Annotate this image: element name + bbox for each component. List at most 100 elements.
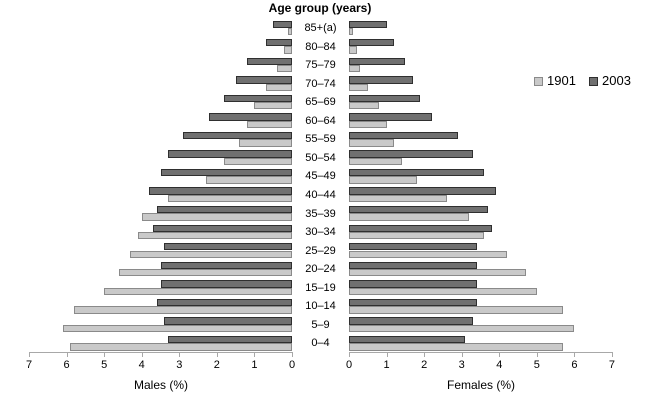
female-axis-tick-mark (386, 352, 388, 357)
bar-male-2003 (273, 20, 292, 28)
bar-male-2003 (156, 298, 292, 307)
male-axis-tick-label: 0 (288, 359, 296, 371)
bar-female-1901 (349, 27, 353, 36)
female-axis-tick-mark (536, 352, 538, 357)
male-axis-tick-label: 6 (63, 359, 70, 371)
male-axis-tick-mark (141, 352, 143, 357)
bar-male-1901 (70, 343, 292, 351)
bar-female-2003 (349, 20, 387, 28)
bar-male-1901 (137, 231, 292, 240)
age-group-label: 80–84 (305, 40, 336, 53)
male-axis-tick-mark (292, 352, 293, 357)
age-group-label: 75–79 (305, 59, 336, 72)
bar-male-1901 (246, 120, 292, 129)
male-axis-tick-label: 5 (101, 359, 108, 371)
bar-female-2003 (349, 317, 473, 325)
bar-female-2003 (349, 187, 496, 195)
bar-female-2003 (349, 94, 421, 103)
bar-male-1901 (288, 27, 292, 36)
bar-male-1901 (254, 102, 292, 110)
bar-female-1901 (349, 139, 395, 147)
male-axis-tick-label: 2 (213, 359, 220, 371)
male-axis-tick-label: 7 (25, 359, 33, 371)
bar-male-2003 (156, 206, 292, 214)
bar-male-2003 (152, 224, 292, 232)
age-group-label: 15–19 (305, 281, 336, 294)
female-axis-tick-mark (349, 352, 350, 357)
age-group-label: 0–4 (311, 337, 330, 350)
bar-male-2003 (160, 168, 292, 177)
male-axis-tick-mark (104, 352, 106, 357)
bar-female-1901 (349, 83, 368, 91)
male-axis-tick-mark (66, 352, 68, 357)
female-axis-tick-label: 1 (383, 359, 390, 371)
bar-female-2003 (349, 113, 432, 121)
legend-item-2003: 2003 (589, 74, 631, 88)
bar-female-1901 (349, 120, 387, 129)
bar-male-2003 (149, 187, 292, 195)
bar-female-1901 (349, 231, 485, 240)
legend-swatch-2003 (589, 77, 598, 86)
bar-male-1901 (239, 139, 292, 147)
bar-male-2003 (160, 261, 292, 270)
male-axis-tick-mark (179, 352, 181, 357)
female-axis-tick-label: 2 (421, 359, 428, 371)
bar-male-2003 (164, 243, 292, 251)
legend-item-1901: 1901 (534, 74, 576, 88)
bar-female-1901 (349, 324, 575, 333)
bar-male-2003 (183, 131, 292, 140)
bar-female-2003 (349, 168, 485, 177)
bar-female-1901 (349, 213, 470, 221)
female-axis-tick-label: 0 (345, 359, 353, 371)
bar-male-2003 (164, 317, 292, 325)
female-axis-tick-mark (461, 352, 463, 357)
bar-male-1901 (74, 306, 292, 314)
bar-male-1901 (62, 324, 292, 333)
bar-female-2003 (349, 298, 477, 307)
male-axis-tick-label: 3 (176, 359, 183, 371)
bar-male-2003 (160, 280, 292, 288)
bar-male-1901 (276, 65, 292, 73)
age-group-label: 45–49 (305, 170, 336, 183)
female-axis-tick-mark (574, 352, 576, 357)
bar-male-1901 (119, 269, 292, 277)
female-axis-tick-mark (424, 352, 426, 357)
bar-female-1901 (349, 176, 417, 184)
bar-male-2003 (235, 76, 292, 84)
chart-title: Age group (years) (268, 1, 372, 15)
bar-female-1901 (349, 343, 564, 351)
bar-male-1901 (141, 213, 292, 221)
bar-female-2003 (349, 76, 413, 84)
age-group-label: 50–54 (305, 151, 336, 164)
female-axis-title: Females (%) (446, 378, 515, 392)
bar-female-2003 (349, 261, 477, 270)
bar-female-2003 (349, 335, 466, 344)
bar-female-1901 (349, 157, 402, 166)
bar-female-2003 (349, 57, 406, 65)
age-group-label: 55–59 (305, 133, 336, 146)
male-axis-tick-label: 4 (138, 359, 145, 371)
bar-female-1901 (349, 269, 526, 277)
bar-female-1901 (349, 194, 447, 203)
bar-female-2003 (349, 280, 477, 288)
female-axis-tick-label: 3 (458, 359, 465, 371)
age-group-label: 35–39 (305, 207, 336, 220)
age-group-label: 25–29 (305, 244, 336, 257)
female-axis-tick-label: 6 (571, 359, 578, 371)
male-axis-line (29, 352, 293, 353)
bar-male-2003 (246, 57, 292, 65)
age-group-label: 60–64 (305, 114, 336, 127)
male-axis-tick-mark (254, 352, 256, 357)
age-group-label: 70–74 (305, 77, 336, 90)
bar-male-2003 (168, 335, 292, 344)
bar-male-1901 (104, 287, 292, 295)
bar-male-1901 (265, 83, 292, 91)
bar-male-1901 (224, 157, 292, 166)
bar-female-2003 (349, 150, 473, 158)
bar-female-2003 (349, 131, 458, 140)
age-group-label: 85+(a) (304, 22, 337, 34)
bar-male-1901 (130, 250, 292, 258)
bar-female-1901 (349, 306, 564, 314)
bar-male-1901 (168, 194, 292, 203)
